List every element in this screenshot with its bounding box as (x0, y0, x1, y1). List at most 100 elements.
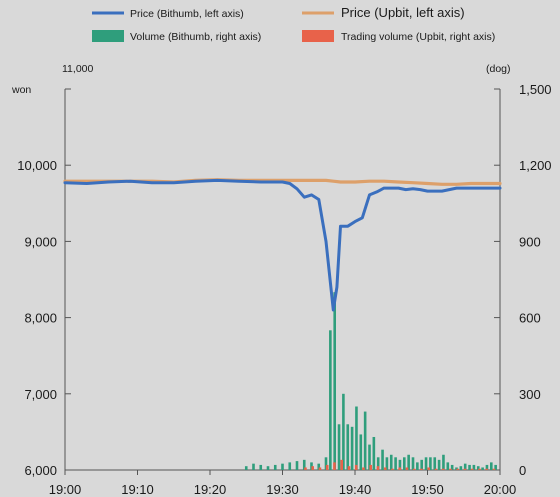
bithumb-volume-bar (259, 464, 263, 470)
bithumb-volume-bar (329, 330, 332, 470)
upbit-volume-bar (383, 467, 387, 470)
x-tick-label: 19:20 (194, 482, 227, 497)
legend-upbit-price-label: Price (Upbit, left axis) (341, 5, 465, 20)
right-tick-label: 0 (519, 463, 526, 478)
left-axis-top-label: 11,000 (62, 63, 93, 75)
upbit-volume-bar (362, 467, 365, 470)
bithumb-volume-bar (281, 463, 284, 470)
bithumb-volume-bar (433, 457, 437, 470)
bithumb-volume-bar (416, 462, 419, 470)
upbit-volume-bar (434, 468, 438, 470)
upbit-volume-bar (318, 467, 322, 470)
bithumb-volume-bar (324, 457, 328, 470)
volume-bars (244, 292, 497, 470)
bithumb-volume-bar (342, 393, 345, 470)
upbit-volume-bar (456, 468, 459, 470)
legend-bithumb-volume-swatch (92, 30, 124, 42)
x-tick-label: 19:30 (266, 482, 299, 497)
x-tick-label: 19:10 (121, 482, 154, 497)
tick-labels: 6,000 7,000 8,000 9,000 10,000 won 11,000 0 300 6… (11, 63, 552, 497)
legend-upbit-volume-swatch (302, 30, 334, 42)
bithumb-volume-bar (288, 462, 292, 470)
left-axis-unit: won (11, 84, 31, 96)
bithumb-volume-bar (446, 462, 450, 470)
x-tick-label: 19:50 (411, 482, 444, 497)
upbit-volume-bar (405, 467, 409, 470)
left-tick-label: 6,000 (24, 463, 57, 478)
upbit-volume-bar (427, 467, 430, 470)
bithumb-volume-bar (359, 434, 363, 470)
x-tick-label: 19:40 (339, 482, 372, 497)
axes (64, 88, 501, 475)
bithumb-volume-bar (463, 463, 467, 470)
upbit-volume-bar (325, 464, 329, 470)
bithumb-volume-bar (381, 449, 384, 470)
bithumb-volume-bar (420, 459, 423, 470)
legend-bithumb-price-label: Price (Bithumb, left axis) (130, 8, 244, 20)
bithumb-volume-bar (350, 426, 354, 470)
bithumb-volume-bar (407, 454, 410, 470)
bithumb-volume-bar (442, 454, 445, 470)
bithumb-volume-bar (368, 444, 371, 470)
bithumb-volume-bar (346, 424, 350, 470)
bithumb-volume-bar (481, 467, 484, 470)
bithumb-volume-bar (355, 406, 358, 470)
bithumb-volume-bar (317, 463, 321, 470)
bithumb-volume-bar (485, 464, 489, 470)
upbit-volume-bar (441, 468, 445, 470)
upbit-volume-bar (412, 468, 416, 470)
upbit-volume-bar (492, 468, 496, 470)
x-tick-label: 19:00 (49, 482, 82, 497)
upbit-volume-bar (354, 464, 358, 470)
bithumb-volume-bar (252, 463, 255, 470)
bithumb-volume-bar (424, 457, 428, 470)
upbit-volume-bar (376, 466, 380, 470)
legend-upbit-volume-label: Trading volume (Upbit, right axis) (341, 31, 495, 43)
bithumb-volume-bar (429, 457, 432, 470)
bithumb-volume-bar (372, 436, 376, 470)
bithumb-volume-bar (337, 424, 341, 470)
bithumb-volume-bar (411, 457, 415, 470)
right-tick-label: 900 (519, 234, 541, 249)
left-tick-label: 9,000 (24, 234, 57, 249)
left-tick-label: 10,000 (17, 158, 57, 173)
bithumb-volume-bar (468, 464, 471, 470)
upbit-volume-bar (347, 466, 351, 470)
bithumb-volume-bar (363, 411, 367, 470)
bithumb-volume-bar (273, 464, 277, 470)
bithumb-volume-bar (455, 467, 458, 470)
right-tick-label: 300 (519, 387, 541, 402)
bithumb-volume-bar (244, 466, 248, 470)
right-tick-label: 1,500 (519, 82, 552, 97)
left-tick-label: 8,000 (24, 311, 57, 326)
right-tick-label: 1,200 (519, 158, 552, 173)
upbit-volume-bar (311, 466, 314, 470)
bithumb-price-line (63, 178, 502, 312)
bithumb-volume-bar (376, 457, 380, 470)
right-axis-unit: (dog) (486, 63, 511, 75)
bithumb-volume-bar (472, 464, 476, 470)
bithumb-volume-bar (295, 461, 299, 470)
legend-bithumb-volume-label: Volume (Bithumb, right axis) (130, 31, 261, 43)
upbit-volume-bar (478, 468, 481, 470)
legend: Price (Bithumb, left axis) Price (Upbit, … (92, 5, 495, 43)
upbit-volume-bar (391, 468, 394, 470)
x-tick-label: 20:00 (484, 482, 517, 497)
bithumb-volume-bar (302, 459, 306, 470)
bithumb-volume-bar (476, 466, 480, 470)
bithumb-volume-bar (437, 459, 441, 470)
bithumb-volume-bar (459, 466, 463, 470)
upbit-volume-bar (333, 462, 336, 470)
price-lines (63, 178, 502, 312)
bithumb-volume-bar (398, 459, 402, 470)
upbit-volume-bar (340, 459, 343, 470)
upbit-volume-bar (449, 468, 452, 470)
bithumb-volume-bar (385, 457, 389, 470)
upbit-volume-bar (470, 468, 474, 470)
upbit-volume-bar (304, 467, 307, 470)
right-tick-label: 600 (519, 311, 541, 326)
bithumb-volume-bar (490, 462, 493, 470)
upbit-volume-bar (420, 468, 423, 470)
bithumb-volume-bar (389, 454, 393, 470)
